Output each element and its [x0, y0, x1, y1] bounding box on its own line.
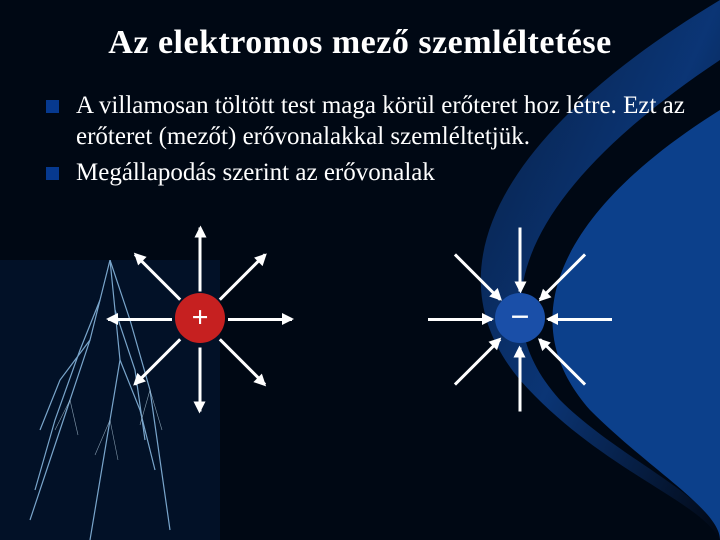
field-arrow [134, 253, 181, 300]
field-arrow [199, 347, 202, 411]
positive-symbol: + [191, 301, 208, 335]
field-arrow [519, 347, 522, 411]
slide-title: Az elektromos mező szemléltetése [34, 24, 686, 62]
bullet-item: Megállapodás szerint az erővonalak [42, 157, 686, 188]
field-arrow [454, 253, 501, 300]
field-arrow [539, 253, 586, 300]
field-arrow [219, 253, 266, 300]
positive-charge-circle: + [175, 293, 225, 343]
field-arrow [519, 227, 522, 291]
field-arrow [428, 318, 492, 321]
positive-charge-diagram: + [110, 228, 290, 408]
negative-symbol: − [510, 299, 529, 337]
bullet-item: A villamosan töltött test maga körül erő… [42, 90, 686, 153]
field-arrow [219, 338, 266, 385]
field-arrow [454, 338, 501, 385]
negative-charge-diagram: − [430, 228, 610, 408]
field-arrow [108, 318, 172, 321]
field-arrow [134, 338, 181, 385]
negative-charge-circle: − [495, 293, 545, 343]
field-diagram-row: + − [0, 228, 720, 408]
field-arrow [199, 227, 202, 291]
field-arrow [228, 318, 292, 321]
slide-content: Az elektromos mező szemléltetése A villa… [0, 0, 720, 188]
field-arrow [548, 318, 612, 321]
field-arrow [539, 338, 586, 385]
bullet-list: A villamosan töltött test maga körül erő… [34, 90, 686, 188]
